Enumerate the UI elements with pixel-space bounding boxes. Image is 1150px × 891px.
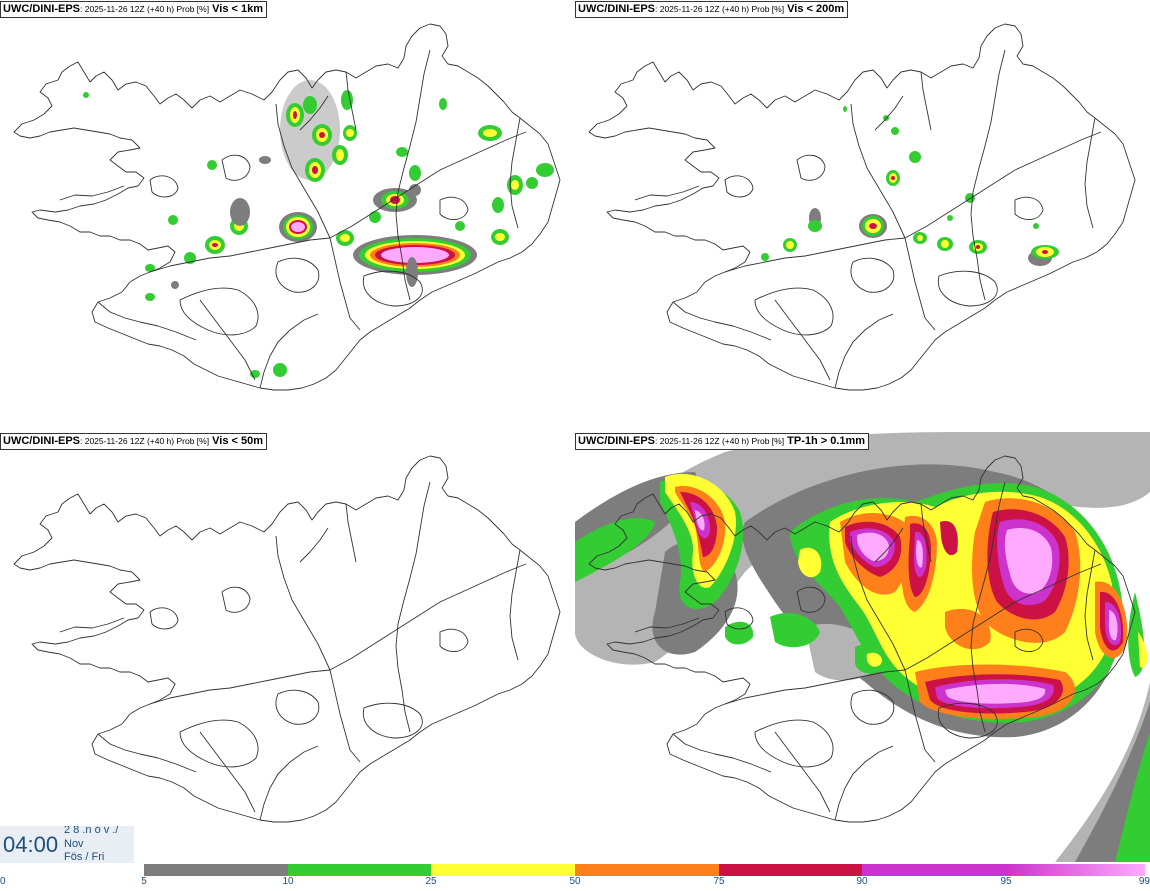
panel-title: UWC/DINI-EPS: 2025-11-26 12Z (+40 h) Pro… xyxy=(0,433,267,450)
run-info: : 2025-11-26 12Z (+40 h) Prob [%] xyxy=(80,4,210,14)
legend-tick-label: 95 xyxy=(1000,876,1012,887)
variable-name: Vis < 200m xyxy=(784,3,845,15)
valid-time: 04:00 xyxy=(3,832,59,857)
map-precip xyxy=(575,432,1150,862)
model-name: UWC/DINI-EPS xyxy=(578,3,655,15)
map-panel-vis-1km: UWC/DINI-EPS: 2025-11-26 12Z (+40 h) Pro… xyxy=(0,0,575,432)
variable-name: TP-1h > 0.1mm xyxy=(784,435,866,447)
legend-color-segment xyxy=(431,864,575,876)
legend-tick-label: 25 xyxy=(425,876,437,887)
prob-field-vis-200m xyxy=(761,106,1059,266)
model-name: UWC/DINI-EPS xyxy=(578,435,655,447)
prob-field-precip xyxy=(575,432,1150,862)
run-info: : 2025-11-26 12Z (+40 h) Prob [%] xyxy=(655,4,785,14)
run-info: : 2025-11-26 12Z (+40 h) Prob [%] xyxy=(655,436,785,446)
variable-name: Vis < 1km xyxy=(209,3,263,15)
legend-tick-label: 75 xyxy=(713,876,725,887)
prob-field-vis-1km xyxy=(83,80,554,378)
valid-time-box: 04:00 2 8 .n ó v ./ Nov Fös / Fri xyxy=(0,826,134,863)
legend-tick-label: 99 xyxy=(1138,876,1150,887)
legend-color-segment xyxy=(1006,864,1145,876)
map-panel-vis-200m: UWC/DINI-EPS: 2025-11-26 12Z (+40 h) Pro… xyxy=(575,0,1150,432)
valid-month: Nov xyxy=(64,838,84,850)
panel-title: UWC/DINI-EPS: 2025-11-26 12Z (+40 h) Pro… xyxy=(0,1,267,18)
model-name: UWC/DINI-EPS xyxy=(3,435,80,447)
map-vis-50m xyxy=(13,455,561,823)
legend-tick-label: 50 xyxy=(569,876,581,887)
model-name: UWC/DINI-EPS xyxy=(3,3,80,15)
panel-title: UWC/DINI-EPS: 2025-11-26 12Z (+40 h) Pro… xyxy=(575,1,849,18)
variable-name: Vis < 50m xyxy=(209,435,263,447)
map-vis-200m xyxy=(588,23,1136,391)
legend-tick-label: 0 xyxy=(0,876,6,887)
legend-color-segment xyxy=(575,864,719,876)
legend-tick-label: 90 xyxy=(856,876,868,887)
legend-tick-label: 10 xyxy=(282,876,294,887)
map-panel-precip: UWC/DINI-EPS: 2025-11-26 12Z (+40 h) Pro… xyxy=(575,432,1150,862)
probability-legend: 0 5 10 25 50 75 90 95 99 xyxy=(0,862,1150,891)
legend-color-segment xyxy=(719,864,862,876)
run-info: : 2025-11-26 12Z (+40 h) Prob [%] xyxy=(80,436,210,446)
panel-title: UWC/DINI-EPS: 2025-11-26 12Z (+40 h) Pro… xyxy=(575,433,870,450)
legend-color-segment xyxy=(144,864,288,876)
legend-color-segment xyxy=(288,864,431,876)
legend-color-segment xyxy=(862,864,1006,876)
valid-date: 2 8 .n ó v ./ xyxy=(64,826,119,836)
valid-weekday: Fös / Fri xyxy=(64,851,105,863)
map-panel-vis-50m: UWC/DINI-EPS: 2025-11-26 12Z (+40 h) Pro… xyxy=(0,432,575,864)
map-vis-1km xyxy=(13,23,561,391)
legend-tick-label: 5 xyxy=(141,876,147,887)
